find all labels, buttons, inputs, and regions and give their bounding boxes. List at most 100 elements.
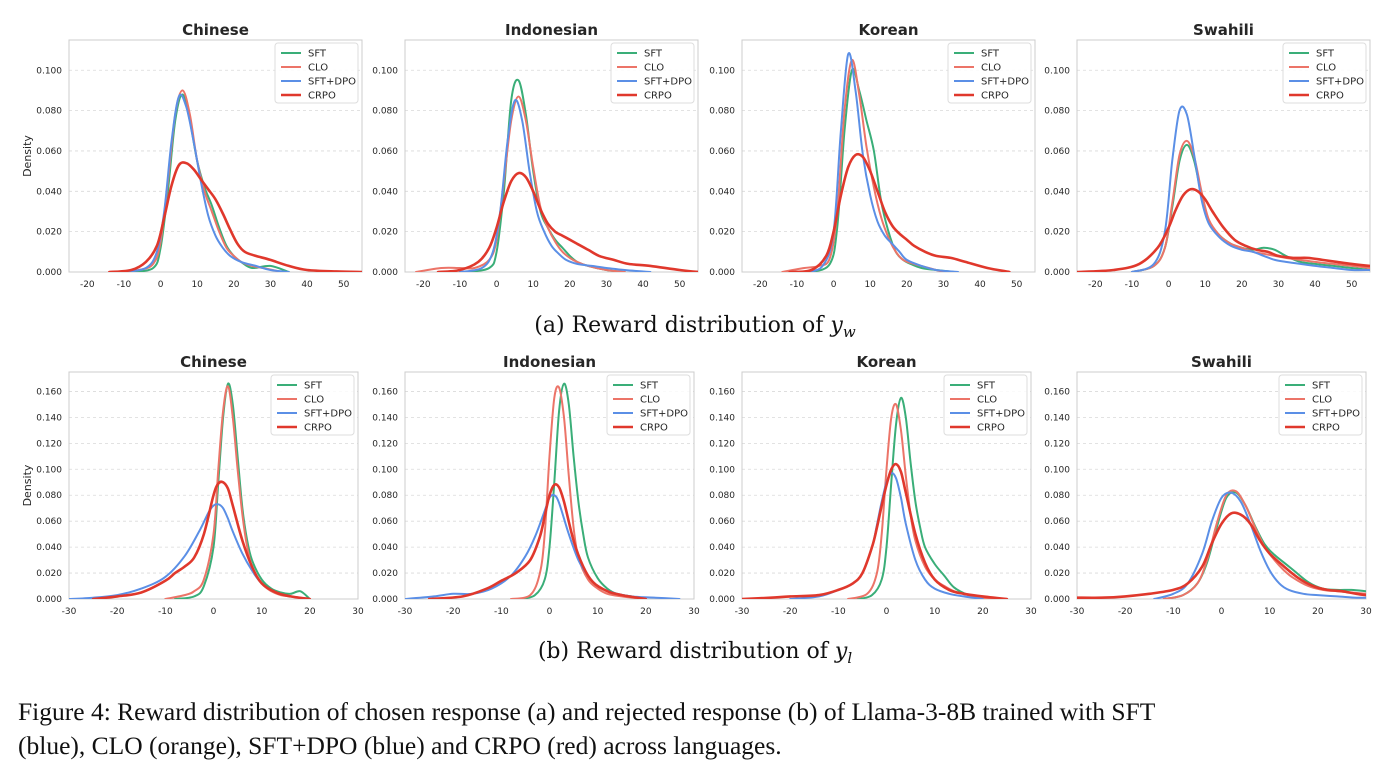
y-tick-label: 0.020 bbox=[372, 228, 398, 238]
legend-label: SFT+DPO bbox=[304, 409, 352, 420]
y-tick-label: 0.120 bbox=[709, 439, 735, 449]
series-line-clo bbox=[510, 385, 647, 599]
legend-box bbox=[610, 42, 695, 104]
legend-label: CRPO bbox=[981, 91, 1009, 102]
legend: SFT CLO SFT+DPO CRPO bbox=[270, 374, 355, 436]
legend-box bbox=[606, 374, 691, 436]
panel-title: Korean bbox=[856, 353, 916, 371]
legend-label: SFT+DPO bbox=[644, 77, 692, 88]
series-line-crpo bbox=[788, 152, 1011, 272]
y-tick-label: 0.120 bbox=[1044, 439, 1070, 449]
y-tick-label: 0.040 bbox=[372, 187, 398, 197]
x-tick-label: -10 bbox=[453, 280, 468, 290]
x-tick-label: -10 bbox=[117, 280, 132, 290]
panel-title: Chinese bbox=[182, 21, 249, 39]
x-tick-label: 20 bbox=[304, 607, 316, 617]
subcaption-b-subscript: l bbox=[847, 649, 852, 667]
chart-panel-a-korean: Korean 0.000 0.020 0.040 0.060 0.080 0.100 -20 -… bbox=[709, 21, 1036, 290]
x-tick-label: 0 bbox=[884, 607, 890, 617]
x-tick-label: 0 bbox=[1166, 280, 1172, 290]
legend-label: SFT+DPO bbox=[308, 77, 356, 88]
x-tick-label: 10 bbox=[864, 280, 876, 290]
subcaption-b-variable: y bbox=[834, 639, 848, 664]
x-tick-label: 20 bbox=[1236, 280, 1248, 290]
x-tick-label: 0 bbox=[211, 607, 217, 617]
chart-panel-b-swahili: Swahili 0.000 0.020 0.040 0.060 0.080 0.100 0.1… bbox=[1044, 353, 1372, 617]
legend-label: SFT+DPO bbox=[1312, 409, 1360, 420]
series-group bbox=[1077, 489, 1366, 599]
y-tick-label: 0.100 bbox=[372, 66, 398, 76]
x-tick-label: 0 bbox=[1219, 607, 1225, 617]
y-tick-label: 0.040 bbox=[1044, 187, 1070, 197]
series-group bbox=[742, 396, 1009, 599]
y-tick-label: 0.140 bbox=[1044, 413, 1070, 423]
x-tick-label: -10 bbox=[1125, 280, 1140, 290]
legend-label: CRPO bbox=[1312, 423, 1340, 434]
y-tick-label: 0.080 bbox=[709, 491, 735, 501]
y-tick-label: 0.120 bbox=[372, 439, 398, 449]
legend-label: SFT bbox=[644, 49, 663, 60]
x-tick-label: -20 bbox=[1118, 607, 1133, 617]
x-tick-label: 30 bbox=[601, 280, 613, 290]
legend-box bbox=[274, 42, 359, 104]
legend-label: CLO bbox=[1312, 395, 1332, 406]
legend-label: CLO bbox=[308, 63, 328, 74]
x-tick-label: -20 bbox=[110, 607, 125, 617]
chart-panel-a-chinese: Chinese 0.000 0.020 0.040 0.060 0.080 0.100 -20… bbox=[21, 21, 363, 290]
y-tick-label: 0.000 bbox=[372, 268, 398, 278]
series-line-crpo bbox=[427, 483, 648, 599]
y-tick-label: 0.020 bbox=[709, 228, 735, 238]
series-line-sft bbox=[130, 93, 290, 272]
y-tick-label: 0.080 bbox=[1044, 107, 1070, 117]
y-tick-label: 0.060 bbox=[709, 517, 735, 527]
x-tick-label: 10 bbox=[527, 280, 539, 290]
legend-label: CLO bbox=[304, 395, 324, 406]
y-tick-label: 0.100 bbox=[372, 465, 398, 475]
legend-box bbox=[1278, 374, 1363, 436]
subcaption-b-text: (b) Reward distribution of bbox=[538, 639, 835, 664]
series-line-sft-dpo bbox=[803, 52, 960, 272]
series-group bbox=[108, 89, 362, 272]
y-tick-label: 0.160 bbox=[1044, 387, 1070, 397]
x-tick-label: 10 bbox=[191, 280, 203, 290]
legend-label: SFT bbox=[1316, 49, 1335, 60]
x-tick-label: 10 bbox=[1264, 607, 1276, 617]
x-tick-label: 30 bbox=[1360, 607, 1372, 617]
legend-box bbox=[1282, 42, 1367, 104]
legend-label: SFT bbox=[977, 381, 996, 392]
y-tick-label: 0.080 bbox=[372, 491, 398, 501]
y-tick-label: 0.080 bbox=[372, 107, 398, 117]
legend: SFT CLO SFT+DPO CRPO bbox=[610, 42, 695, 104]
series-line-crpo bbox=[91, 480, 312, 599]
legend-label: CRPO bbox=[640, 423, 668, 434]
y-axis-label: Density bbox=[21, 135, 34, 177]
y-tick-label: 0.060 bbox=[36, 147, 62, 157]
legend: SFT CLO SFT+DPO CRPO bbox=[943, 374, 1028, 436]
series-line-sft-dpo bbox=[1153, 491, 1366, 599]
y-tick-label: 0.160 bbox=[36, 387, 62, 397]
chart-panel-b-korean: Korean 0.000 0.020 0.040 0.060 0.080 0.100 0.12… bbox=[709, 353, 1037, 617]
y-tick-label: 0.140 bbox=[709, 413, 735, 423]
x-tick-label: 10 bbox=[256, 607, 268, 617]
series-line-crpo bbox=[1077, 511, 1366, 599]
x-tick-label: 20 bbox=[564, 280, 576, 290]
y-tick-label: 0.000 bbox=[372, 595, 398, 605]
y-tick-label: 0.100 bbox=[709, 66, 735, 76]
x-tick-label: -10 bbox=[494, 607, 509, 617]
series-line-sft bbox=[856, 396, 984, 599]
panel-title: Indonesian bbox=[503, 353, 596, 371]
x-tick-label: 50 bbox=[338, 280, 350, 290]
x-tick-label: 30 bbox=[352, 607, 364, 617]
plot-frame bbox=[404, 371, 695, 600]
series-line-crpo bbox=[1077, 187, 1370, 272]
legend: SFT CLO SFT+DPO CRPO bbox=[1282, 42, 1367, 104]
x-tick-label: 0 bbox=[547, 607, 553, 617]
figure-caption-line-2: (blue), CLO (orange), SFT+DPO (blue) and… bbox=[18, 731, 782, 760]
x-tick-label: -20 bbox=[783, 607, 798, 617]
legend: SFT CLO SFT+DPO CRPO bbox=[606, 374, 691, 436]
y-tick-label: 0.140 bbox=[372, 413, 398, 423]
legend-label: CRPO bbox=[304, 423, 332, 434]
x-tick-label: -10 bbox=[1166, 607, 1181, 617]
legend-label: SFT bbox=[308, 49, 327, 60]
y-tick-label: 0.080 bbox=[36, 107, 62, 117]
